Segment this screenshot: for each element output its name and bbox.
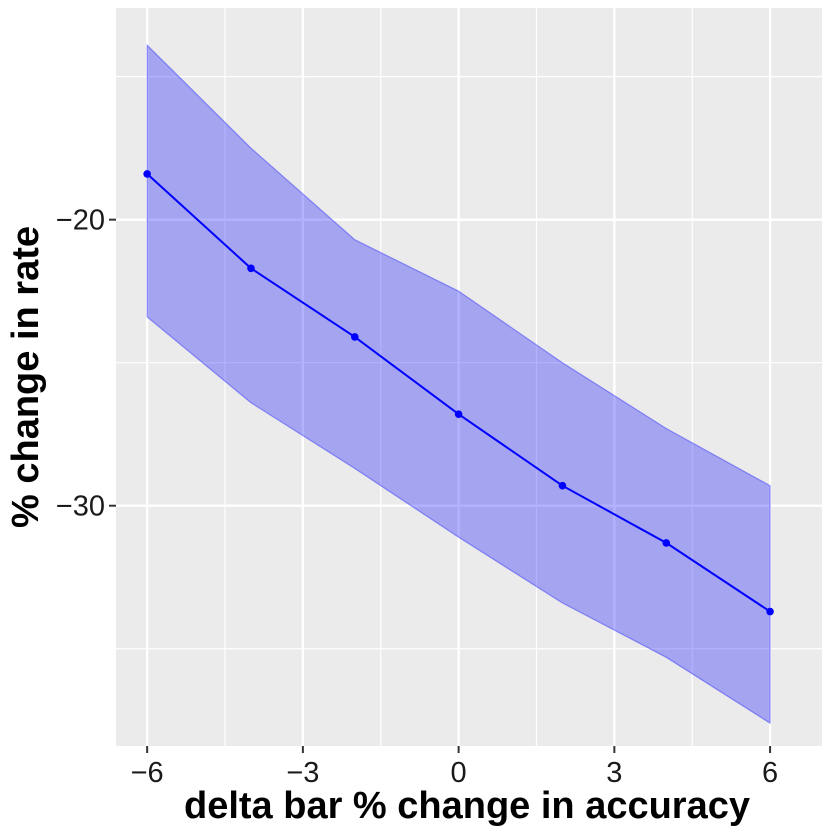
x-tick-label: 0 [451,757,467,789]
data-point [247,264,255,273]
x-axis-title: delta bar % change in accuracy [184,785,750,827]
data-point [558,481,567,490]
x-tick-label: 3 [606,757,622,789]
x-tick-label: −3 [286,757,319,789]
y-tick-label: −30 [56,491,105,523]
y-tick-label: −20 [56,205,105,237]
data-point [454,410,463,418]
y-axis: −30 −20 [56,205,116,523]
grid-minor [116,8,822,746]
data-point [143,170,151,178]
data-point [350,333,359,341]
confidence-band [146,43,771,725]
x-axis: −6 −3 0 3 6 [131,746,778,789]
data-point [766,607,774,616]
series-points [143,170,774,616]
grid-major [116,8,822,746]
x-tick-label: −6 [131,757,164,789]
data-point [662,539,671,547]
confidence-bands [146,43,771,725]
x-tick-label: 6 [762,757,778,789]
y-axis-title: % change in rate [5,226,47,528]
plot-panel [116,8,822,746]
